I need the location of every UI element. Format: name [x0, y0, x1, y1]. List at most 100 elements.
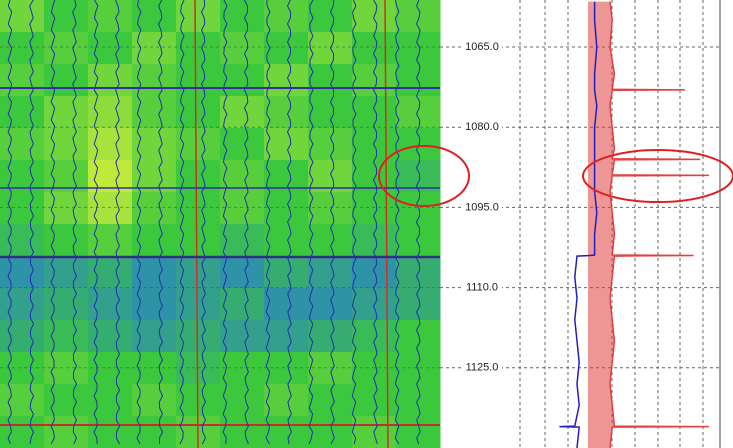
heatmap-cell	[264, 0, 309, 33]
heatmap-cell	[176, 160, 221, 193]
heatmap-cell	[220, 192, 265, 225]
heatmap-cell	[264, 128, 309, 161]
trace-wiggle	[93, 0, 99, 445]
heatmap-cell	[132, 416, 177, 448]
y-tick-label: 1080.0	[465, 121, 499, 133]
log-track: 1065.0 1080.0 1095.0 1110.0 1125.0	[440, 1, 720, 448]
heatmap-cell	[308, 96, 353, 129]
heatmap-cell	[176, 96, 221, 129]
heatmap-cell	[176, 224, 221, 257]
heatmap-cell	[132, 96, 177, 129]
heatmap-overlay	[0, 0, 440, 448]
heatmap-cell	[264, 256, 309, 289]
heatmap-cell	[352, 384, 397, 417]
heatmap-cell	[88, 320, 133, 353]
heatmap-cell	[308, 384, 353, 417]
heatmap-cell	[220, 416, 265, 448]
heatmap-cell	[44, 256, 89, 289]
heatmap-cell	[0, 256, 45, 289]
log-curve	[609, 1, 710, 448]
heatmap-cell	[220, 288, 265, 321]
track-grid	[519, 0, 704, 448]
heatmap-cell	[0, 224, 45, 257]
heatmap-cell	[220, 0, 265, 33]
heatmap-cell	[0, 384, 45, 417]
heatmap-cell	[220, 256, 265, 289]
heatmap-cell	[44, 416, 89, 448]
heatmap-cell	[44, 224, 89, 257]
heatmap-cell	[44, 160, 89, 193]
heatmap-cell	[308, 160, 353, 193]
heatmap-cell	[0, 32, 45, 65]
heatmap-cell	[176, 128, 221, 161]
heatmap-cell	[264, 416, 309, 448]
heatmap-cell	[308, 256, 353, 289]
trace-line	[194, 0, 199, 448]
trace-wiggle	[50, 0, 56, 445]
heatmap-cell	[220, 160, 265, 193]
heatmap-cell	[0, 160, 45, 193]
log-curve	[559, 1, 598, 448]
heatmap-cell	[220, 320, 265, 353]
heatmap-cell	[220, 128, 265, 161]
tick-label-bg	[462, 280, 502, 295]
heatmap-cell	[44, 64, 89, 97]
heatmap-cell	[352, 96, 397, 129]
heatmap-cell	[396, 96, 441, 129]
tick-label-bg	[462, 120, 502, 135]
trace-line	[384, 0, 389, 448]
highlight-ellipse	[582, 149, 733, 203]
heatmap-cell	[44, 32, 89, 65]
y-tick-label: 1125.0	[466, 362, 499, 374]
heatmap-cell	[352, 128, 397, 161]
heatmap-cell	[264, 224, 309, 257]
heatmap-cell	[308, 224, 353, 257]
heatmap-cell	[132, 160, 177, 193]
heatmap-cell	[264, 288, 309, 321]
heatmap-cell	[88, 128, 133, 161]
heatmap-cell	[264, 192, 309, 225]
heatmap-cell	[44, 128, 89, 161]
trace-wiggle	[308, 0, 314, 445]
curve-fill	[588, 1, 709, 448]
heatmap-cell	[132, 32, 177, 65]
y-tick-label: 1110.0	[466, 282, 498, 294]
heatmap-cell	[220, 96, 265, 129]
heatmap-cell	[176, 32, 221, 65]
trace-wiggle	[200, 0, 207, 445]
trace-wiggle	[351, 0, 357, 445]
heatmap-cell	[0, 128, 45, 161]
heatmap-cell	[88, 256, 133, 289]
heatmap-cell	[308, 0, 353, 33]
heatmap-cell	[308, 64, 353, 97]
heatmap-cell	[308, 288, 353, 321]
trace-wiggle	[179, 0, 185, 445]
y-tick-label: 1065.0	[465, 41, 499, 53]
heatmap-cell	[132, 224, 177, 257]
heatmap-cell	[0, 192, 45, 225]
heatmap-cell	[396, 320, 441, 353]
heatmap-cell	[0, 96, 45, 129]
tick-label-bg	[462, 360, 502, 375]
heatmap-cell	[308, 128, 353, 161]
trace-wiggle	[394, 0, 400, 445]
trace-wiggle	[115, 0, 121, 445]
heatmap-cell	[264, 64, 309, 97]
heatmap-cell	[44, 192, 89, 225]
trace-wiggle	[329, 0, 335, 445]
heatmap-cell	[220, 64, 265, 97]
heatmap-cell	[396, 224, 441, 257]
trace-wiggle	[243, 0, 249, 445]
heatmap-cell	[88, 288, 133, 321]
heatmap-cell	[264, 96, 309, 129]
trace-wiggle	[136, 0, 142, 445]
heatmap-cell	[0, 288, 45, 321]
tick-label-bg	[462, 200, 502, 215]
heatmap-cell	[308, 416, 353, 448]
heatmap-cell	[132, 192, 177, 225]
heatmap-cell	[0, 320, 45, 353]
trace-wiggle	[157, 0, 164, 445]
y-tick-label: 1095.0	[465, 201, 499, 213]
trace-wiggle	[72, 0, 78, 445]
